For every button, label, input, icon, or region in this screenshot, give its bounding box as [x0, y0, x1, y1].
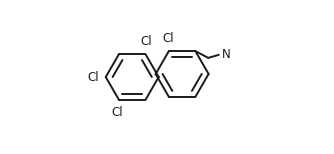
Text: Cl: Cl [140, 35, 152, 48]
Text: Cl: Cl [112, 106, 123, 119]
Text: N: N [221, 48, 230, 61]
Text: Cl: Cl [87, 71, 99, 83]
Text: Cl: Cl [162, 32, 174, 45]
